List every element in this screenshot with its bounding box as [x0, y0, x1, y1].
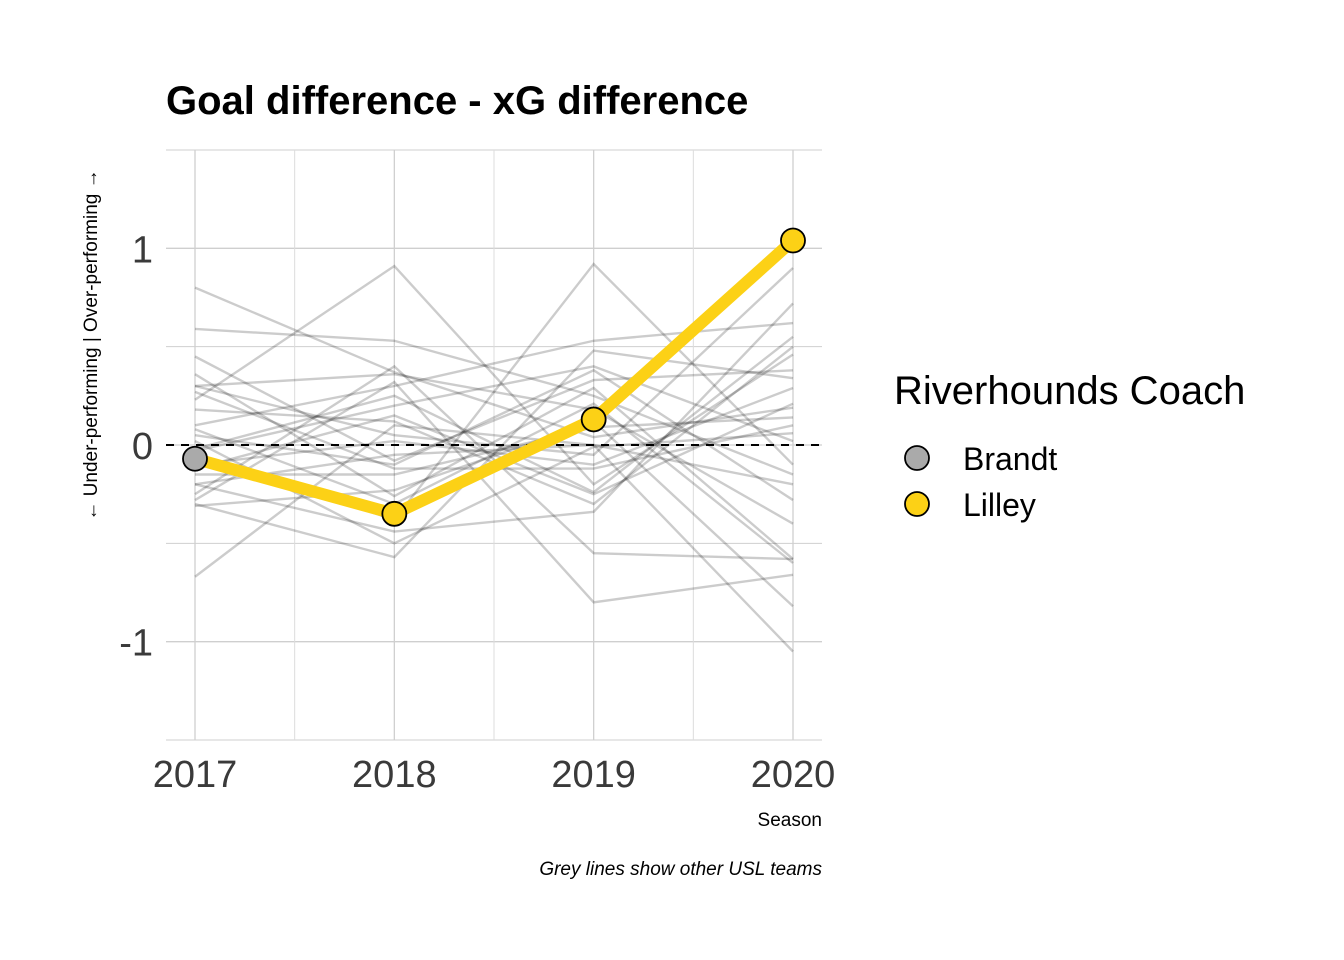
- legend-title: Riverhounds Coach: [894, 369, 1245, 413]
- other-team-line: [194, 424, 794, 653]
- other-team-line: [195, 416, 794, 476]
- chart-title: Goal difference - xG difference: [166, 79, 748, 123]
- riverhounds-line: [189, 234, 799, 520]
- chart-caption: Grey lines show other USL teams: [539, 859, 822, 880]
- other-team-line: [194, 355, 794, 463]
- legend-swatch: [904, 491, 930, 517]
- other-team-line: [194, 349, 794, 559]
- legend-item: Lilley: [904, 487, 1036, 523]
- other-team-line: [194, 372, 794, 525]
- data-point: [381, 500, 408, 527]
- other-team-line: [194, 302, 794, 533]
- other-team-line: [194, 327, 794, 476]
- other-team-line: [194, 267, 794, 457]
- other-team-line: [194, 368, 794, 502]
- x-axis-label: Season: [758, 810, 822, 831]
- other-team-line: [194, 386, 794, 466]
- x-tick-label: 2017: [153, 754, 238, 796]
- y-tick-label: -1: [119, 623, 153, 665]
- other-team-line: [194, 420, 794, 608]
- other-team-line: [194, 264, 794, 486]
- legend-label: Lilley: [963, 487, 1036, 523]
- other-team-line: [194, 365, 794, 453]
- other-team-line: [194, 443, 794, 486]
- legend-label: Brandt: [963, 441, 1057, 477]
- other-team-line: [194, 402, 794, 496]
- data-point: [182, 445, 208, 472]
- y-tick-labels: -1 0 1: [119, 229, 153, 664]
- other-team-line: [194, 364, 794, 561]
- x-tick-label: 2019: [551, 754, 636, 796]
- other-team-line: [194, 286, 794, 439]
- y-tick-label: 1: [132, 229, 153, 271]
- other-teams-lines: [194, 262, 794, 653]
- x-tick-labels: 2017 2018 2019 2020: [153, 754, 836, 796]
- other-team-line: [194, 402, 794, 564]
- riverhounds-series: [182, 227, 806, 527]
- x-tick-label: 2018: [352, 754, 437, 796]
- x-tick-label: 2020: [751, 754, 836, 796]
- y-tick-label: 0: [132, 426, 153, 468]
- data-point: [780, 227, 806, 254]
- other-team-line: [194, 373, 794, 560]
- legend: Riverhounds Coach Brandt Lilley: [894, 369, 1245, 523]
- legend-swatch: [904, 445, 930, 471]
- other-team-line: [194, 380, 794, 604]
- legend-item: Brandt: [904, 441, 1057, 477]
- other-team-line: [194, 335, 794, 494]
- data-point: [580, 406, 607, 433]
- y-axis-label: ← Under-performing | Over-performing →: [81, 169, 102, 520]
